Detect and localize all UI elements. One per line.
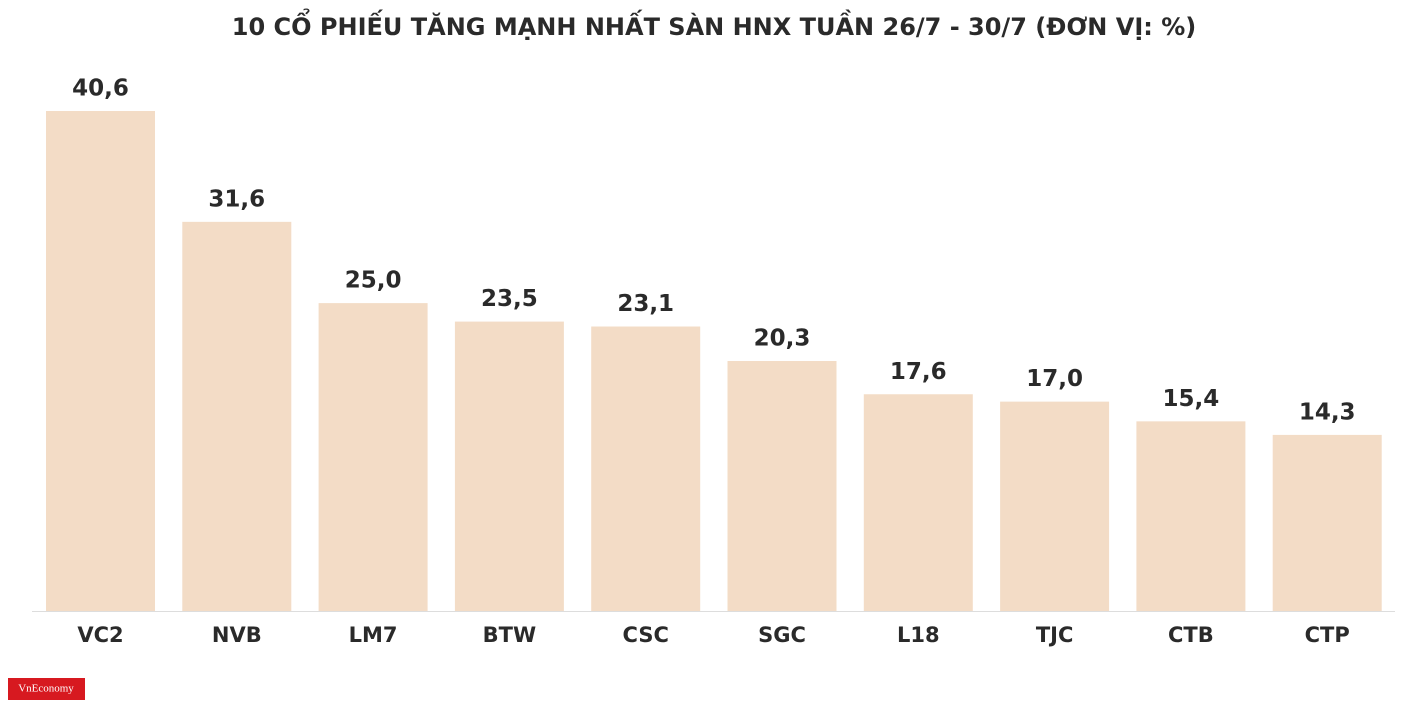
value-label: 15,4 xyxy=(1163,386,1220,412)
bar xyxy=(318,303,428,611)
bar xyxy=(1000,401,1110,611)
x-tick-label: TJC xyxy=(1036,623,1074,647)
x-tick-label: NVB xyxy=(212,623,262,647)
logo-box xyxy=(8,678,85,700)
bar xyxy=(1272,434,1382,611)
bar xyxy=(863,394,973,611)
x-tick-label: L18 xyxy=(897,623,940,647)
value-label: 17,0 xyxy=(1026,366,1083,392)
value-label: 23,1 xyxy=(617,291,674,317)
bar xyxy=(1136,421,1246,611)
x-tick-label: BTW xyxy=(483,623,537,647)
bar xyxy=(182,221,292,611)
value-label: 40,6 xyxy=(72,76,129,102)
x-tick-label: CSC xyxy=(623,623,669,647)
bar xyxy=(454,321,564,611)
bar xyxy=(46,111,155,611)
value-label: 23,5 xyxy=(481,286,538,312)
x-tick-label: SGC xyxy=(758,623,806,647)
bar xyxy=(727,361,837,611)
x-tick-label: CTP xyxy=(1305,623,1350,647)
bar xyxy=(591,326,701,611)
value-label: 14,3 xyxy=(1299,399,1356,425)
value-label: 20,3 xyxy=(754,326,811,352)
x-tick-label: CTB xyxy=(1168,623,1214,647)
x-tick-label: VC2 xyxy=(77,623,123,647)
logo: VnEconomy xyxy=(18,683,74,695)
value-label: 17,6 xyxy=(890,359,947,385)
chart-title: 10 CỔ PHIẾU TĂNG MẠNH NHẤT SÀN HNX TUẦN … xyxy=(232,6,1196,41)
value-label: 25,0 xyxy=(345,268,402,294)
x-tick-label: LM7 xyxy=(349,623,398,647)
value-label: 31,6 xyxy=(208,186,265,212)
